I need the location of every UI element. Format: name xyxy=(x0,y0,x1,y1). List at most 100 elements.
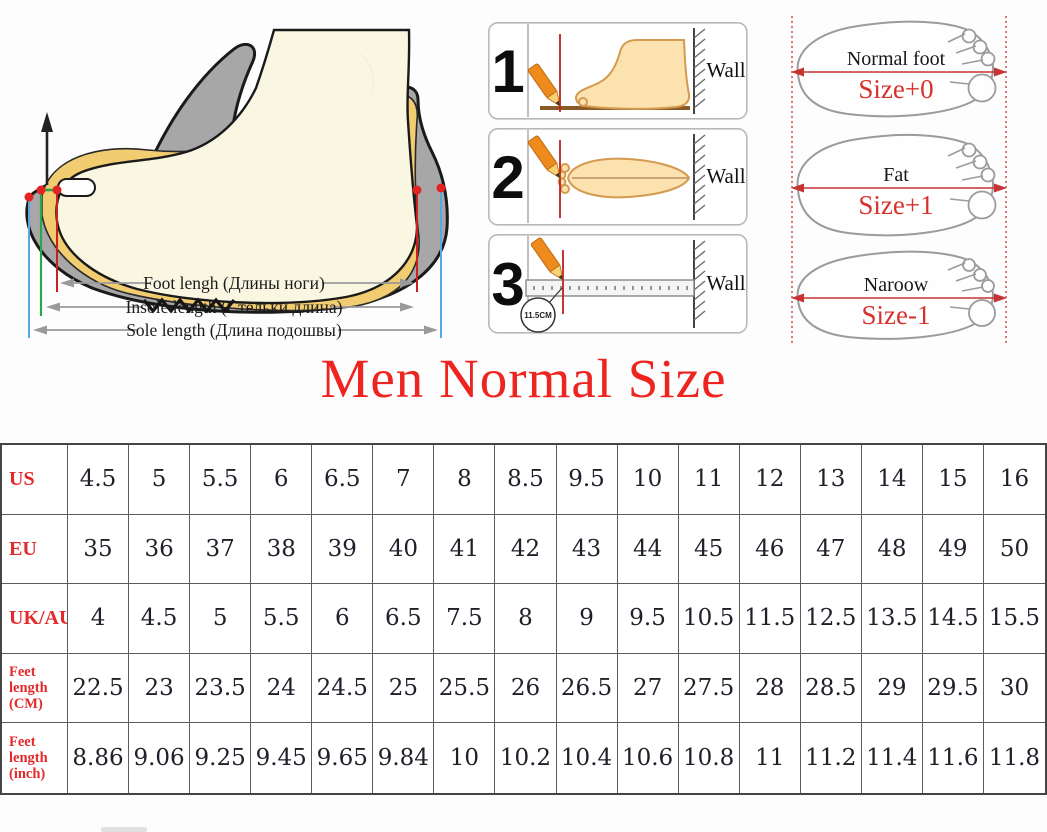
size-cell: 13.5 xyxy=(861,584,923,654)
size-cell: 8.86 xyxy=(68,723,130,793)
size-cell: 7.5 xyxy=(434,584,496,654)
size-cell: 14 xyxy=(861,445,923,515)
insole-length-label: Insole length (Стельки длина) xyxy=(126,297,343,317)
size-chart-table: US 4.5 5 5.5 6 6.5 7 8 8.5 9.5 10 11 12 13 14 15 16 EU 35 3… xyxy=(0,443,1047,795)
foot-type-normal: Normal foot Size+0 xyxy=(791,20,1007,118)
size-cell: 4.5 xyxy=(68,445,130,515)
size-cell: 12.5 xyxy=(800,584,862,654)
size-cell: 5 xyxy=(129,445,191,515)
size-cell: 45 xyxy=(678,514,740,585)
pencil-icon xyxy=(527,135,561,179)
size-cell: 15.5 xyxy=(983,584,1045,654)
size-cell: 39 xyxy=(312,514,374,585)
foot-type-fat: Fat Size+1 xyxy=(791,133,1007,237)
size-cell: 11.8 xyxy=(983,723,1045,793)
size-cell: 27 xyxy=(617,653,679,724)
ruler-ticks xyxy=(533,286,688,290)
size-cell: 9.84 xyxy=(373,723,435,793)
size-cell: 4.5 xyxy=(129,584,191,654)
size-cell: 12 xyxy=(739,445,801,515)
page-title: Men Normal Size xyxy=(320,348,727,409)
label-arrowheads xyxy=(33,278,438,335)
foot-type-name: Naroow xyxy=(864,274,929,296)
label-arrows xyxy=(37,282,432,331)
sole-tread xyxy=(142,297,236,314)
size-cell: 41 xyxy=(434,514,496,585)
size-cell: 8 xyxy=(495,584,557,654)
size-cell: 10.5 xyxy=(678,584,740,654)
size-cell: 47 xyxy=(800,514,862,585)
foot-type-narrow: Naroow Size-1 xyxy=(791,250,1007,340)
size-cell: 5.5 xyxy=(251,584,313,654)
step-2-panel: 2 Wall xyxy=(488,128,748,226)
sole-length-label: Sole length (Длина подошвы) xyxy=(126,320,342,340)
size-cell: 42 xyxy=(495,514,557,585)
size-cell: 11.6 xyxy=(922,723,984,793)
size-cell: 24.5 xyxy=(312,653,374,724)
step-number: 3 xyxy=(491,251,524,318)
size-cell: 16 xyxy=(983,445,1045,515)
size-cell: 6.5 xyxy=(312,445,374,515)
size-cell: 25.5 xyxy=(434,653,496,724)
size-cell: 13 xyxy=(800,445,862,515)
size-cell: 10.8 xyxy=(678,723,740,793)
pencil-icon xyxy=(527,63,561,107)
size-cell: 49 xyxy=(922,514,984,585)
row-header: UK/AU xyxy=(2,584,68,654)
size-cell: 5.5 xyxy=(190,445,252,515)
ruler-note: 11.5CM xyxy=(524,311,552,320)
big-toe xyxy=(578,97,588,107)
row-header: Feet length (inch) xyxy=(2,723,68,793)
size-cell: 14.5 xyxy=(922,584,984,654)
ruler-note-circle xyxy=(520,297,556,333)
foot-types-diagram: Normal foot Size+0 Fat Size+1 Naroow Siz… xyxy=(791,16,1007,346)
size-cell: 29 xyxy=(861,653,923,724)
wall-label: Wall xyxy=(706,164,745,188)
size-cell: 6 xyxy=(251,445,313,515)
size-cell: 8 xyxy=(434,445,496,515)
foot-type-size: Size-1 xyxy=(862,300,931,330)
size-cell: 37 xyxy=(190,514,252,585)
size-cell: 23.5 xyxy=(190,653,252,724)
size-cell: 6.5 xyxy=(373,584,435,654)
toe-cap xyxy=(57,178,96,197)
size-cell: 9.5 xyxy=(556,445,618,515)
measuring-steps-diagram: 1 Wall 2 Wall xyxy=(488,22,748,334)
pencil-icon xyxy=(530,237,564,281)
foot-length-label: Foot lengh (Длины ноги) xyxy=(143,273,325,293)
shoe-measurement-diagram: Foot lengh (Длины ноги) Insole length (С… xyxy=(24,28,449,340)
size-cell: 9.25 xyxy=(190,723,252,793)
foot-type-name: Normal foot xyxy=(847,48,946,70)
foot-type-name: Fat xyxy=(883,164,909,186)
size-cell: 9 xyxy=(556,584,618,654)
size-cell: 24 xyxy=(251,653,313,724)
size-cell: 10.6 xyxy=(617,723,679,793)
ruler xyxy=(525,279,695,297)
size-cell: 26 xyxy=(495,653,557,724)
step-number: 1 xyxy=(491,38,524,105)
size-cell: 11.5 xyxy=(739,584,801,654)
size-cell: 40 xyxy=(373,514,435,585)
size-cell: 10.4 xyxy=(556,723,618,793)
measure-dots xyxy=(24,183,446,202)
size-cell: 9.5 xyxy=(617,584,679,654)
size-cell: 28 xyxy=(739,653,801,724)
note-pointer xyxy=(547,287,563,305)
row-header: EU xyxy=(2,514,68,585)
size-cell: 11 xyxy=(739,723,801,793)
size-cell: 9.45 xyxy=(251,723,313,793)
foot-type-size: Size+1 xyxy=(858,190,933,220)
size-cell: 30 xyxy=(983,653,1045,724)
size-cell: 8.5 xyxy=(495,445,557,515)
size-cell: 25 xyxy=(373,653,435,724)
size-cell: 35 xyxy=(68,514,130,585)
size-cell: 11 xyxy=(678,445,740,515)
size-cell: 4 xyxy=(68,584,130,654)
size-cell: 36 xyxy=(129,514,191,585)
size-cell: 15 xyxy=(922,445,984,515)
step-number: 2 xyxy=(491,144,524,211)
foot-in-shoe xyxy=(55,28,419,305)
wall-label: Wall xyxy=(706,271,745,295)
size-cell: 48 xyxy=(861,514,923,585)
wall-hatching xyxy=(693,28,706,109)
